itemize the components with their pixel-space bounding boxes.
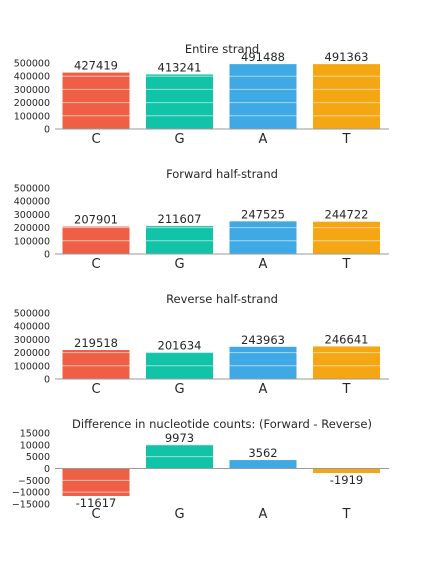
x-tick-label-G: G [174,132,184,147]
y-tick-label: −15000 [12,500,50,511]
bar-T [313,468,380,474]
x-tick-label-C: C [91,132,100,147]
chart-panel-1: Entire strand 0 100000 200000 300000 400000 50… [14,42,389,147]
x-tick-label-T: T [342,507,351,522]
y-tick-label: 300000 [14,210,50,221]
chart-panel-4: Difference in nucleotide counts: (Forwar… [12,417,389,522]
bar-C [62,468,130,496]
chart-title: Entire strand [185,42,259,56]
x-tick-label-A: A [259,507,268,522]
bar-value-label-C: -11617 [76,496,117,510]
bar-value-label-A: 491488 [241,50,285,64]
chart-title: Forward half-strand [166,167,278,181]
chart-panel-3: Reverse half-strand 0 100000 200000 300000 40… [14,292,389,397]
chart-panel-2: Forward half-strand 0 100000 200000 300000 40… [14,167,389,272]
x-tick-label-G: G [174,382,184,397]
chart-title: Reverse half-strand [166,292,278,306]
x-tick-label-G: G [174,507,184,522]
bar-G [146,74,213,129]
bar-value-label-G: 413241 [158,60,202,74]
y-tick-label: 500000 [14,184,50,195]
y-tick-label: 500000 [14,59,50,70]
bar-value-label-C: 219518 [74,336,118,350]
y-tick-label: 500000 [14,309,50,320]
bar-value-label-A: 247525 [241,207,285,221]
bar-A [229,460,297,469]
bar-value-label-T: 244722 [325,208,369,222]
y-tick-label: 300000 [14,85,50,96]
bar-value-label-G: 211607 [158,212,202,226]
bar-value-label-T: -1919 [330,473,363,487]
bar-A [229,64,297,129]
bar-value-label-G: 201634 [158,338,202,352]
bar-T [313,64,380,129]
bar-value-label-T: 491363 [325,50,369,64]
y-tick-label: 10000 [20,440,50,451]
y-tick-label: 0 [44,464,50,475]
x-tick-label-C: C [91,507,100,522]
bar-A [229,346,297,379]
bar-value-label-T: 246641 [325,332,369,346]
y-tick-label: 0 [44,250,50,261]
x-tick-label-A: A [259,132,268,147]
y-tick-label: 200000 [14,223,50,234]
y-tick-label: 200000 [14,348,50,359]
bar-value-label-G: 9973 [165,431,194,445]
y-tick-label: 400000 [14,322,50,333]
bar-C [62,72,130,129]
bar-G [146,226,213,254]
bar-value-label-C: 427419 [74,59,118,73]
bar-value-label-A: 3562 [248,446,277,460]
bar-C [62,226,130,254]
y-tick-label: 0 [44,125,50,136]
y-tick-label: −5000 [18,476,50,487]
x-tick-label-A: A [259,382,268,397]
y-tick-label: 100000 [14,236,50,247]
y-tick-label: 15000 [20,429,50,440]
y-tick-label: 400000 [14,197,50,208]
bar-value-label-C: 207901 [74,213,118,227]
bar-C [62,350,130,379]
x-tick-label-C: C [91,257,100,272]
x-tick-label-G: G [174,257,184,272]
y-tick-label: 400000 [14,72,50,83]
bar-T [313,221,380,254]
y-tick-label: 5000 [26,452,50,463]
y-tick-label: −10000 [12,488,50,499]
x-tick-label-C: C [91,382,100,397]
chart-title: Difference in nucleotide counts: (Forwar… [72,417,372,431]
y-tick-label: 0 [44,375,50,386]
x-tick-label-T: T [342,132,351,147]
y-tick-label: 300000 [14,335,50,346]
x-tick-label-T: T [342,257,351,272]
y-tick-label: 100000 [14,111,50,122]
y-tick-label: 100000 [14,361,50,372]
x-tick-label-T: T [342,382,351,397]
bar-A [229,221,297,254]
bar-T [313,346,380,379]
x-tick-label-A: A [259,257,268,272]
y-tick-label: 200000 [14,98,50,109]
bar-value-label-A: 243963 [241,333,285,347]
